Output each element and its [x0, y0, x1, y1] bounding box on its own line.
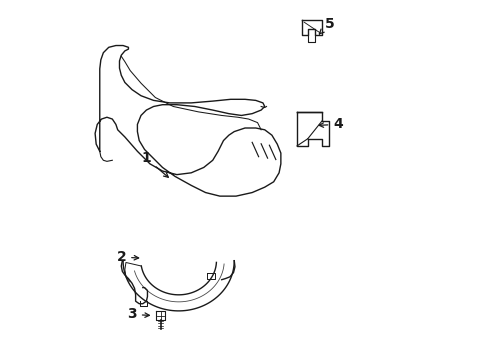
Text: 1: 1: [142, 152, 169, 177]
Text: 4: 4: [319, 117, 343, 131]
Text: 2: 2: [117, 250, 139, 264]
Text: 5: 5: [319, 17, 334, 34]
Text: 3: 3: [127, 307, 149, 321]
